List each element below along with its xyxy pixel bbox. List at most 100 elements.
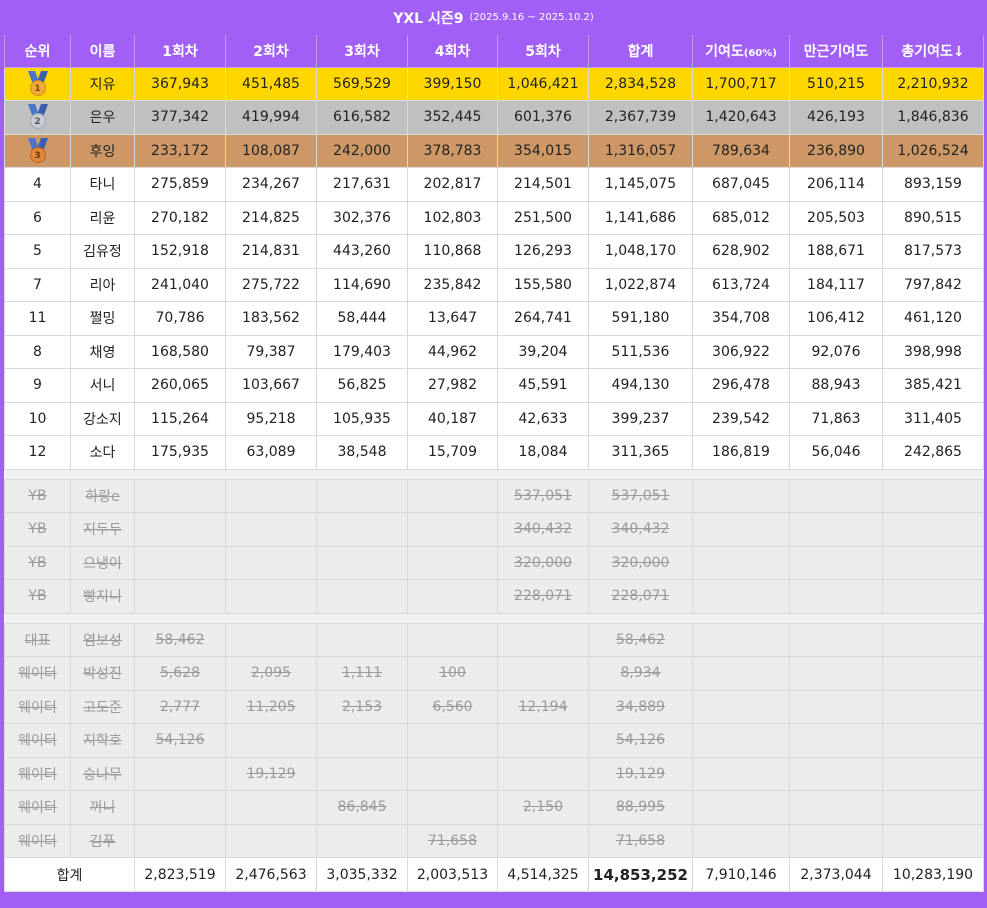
empty-cell bbox=[789, 478, 883, 513]
value-cell-r2 bbox=[225, 723, 317, 758]
empty-cell bbox=[882, 756, 984, 791]
table-row: 7 리아 241,040 275,722 114,690 235,842 155,580 1,… bbox=[4, 267, 984, 302]
table-row: 웨이터 지학호 54,126 54,126 bbox=[4, 723, 984, 758]
table-row: 8 채영 168,580 79,387 179,403 44,962 39,204 511,5… bbox=[4, 334, 984, 369]
value-cell-r5: 228,071 bbox=[497, 579, 589, 614]
name-cell: 김유정 bbox=[70, 234, 135, 269]
value-cell-total: 817,573 bbox=[882, 234, 984, 269]
value-cell-r1: 270,182 bbox=[134, 200, 226, 235]
value-cell-r4: 202,817 bbox=[407, 167, 498, 202]
name-cell: 지학호 bbox=[70, 723, 135, 758]
value-cell-r5: 601,376 bbox=[497, 100, 589, 135]
value-cell-r3 bbox=[316, 512, 408, 547]
value-cell-contrib: 306,922 bbox=[692, 334, 790, 369]
name-cell: 빵지니 bbox=[70, 579, 135, 614]
value-cell-r3: 302,376 bbox=[316, 200, 408, 235]
rank-cell: YB bbox=[4, 478, 71, 513]
totals-row: 합계 2,823,519 2,476,563 3,035,332 2,003,513 4,… bbox=[4, 857, 984, 892]
value-cell-attend: 56,046 bbox=[789, 435, 883, 470]
value-cell-r3: 2,153 bbox=[316, 689, 408, 724]
value-cell-r2: 2,095 bbox=[225, 656, 317, 691]
value-cell-r3 bbox=[316, 756, 408, 791]
ranking-table: 순위 이름 1회차 2회차 3회차 4회차 5회차 합계 기여도(60%) 만근… bbox=[4, 35, 984, 892]
header-round-2[interactable]: 2회차 bbox=[225, 35, 317, 68]
header-round-5[interactable]: 5회차 bbox=[497, 35, 589, 68]
value-cell-sum: 311,365 bbox=[588, 435, 693, 470]
table-row: 웨이터 승나무 19,129 19,129 bbox=[4, 756, 984, 791]
value-cell-total: 311,405 bbox=[882, 401, 984, 436]
value-cell-attend: 236,890 bbox=[789, 133, 883, 168]
value-cell-sum: 537,051 bbox=[588, 478, 693, 513]
value-cell-r4: 100 bbox=[407, 656, 498, 691]
value-cell-r5 bbox=[497, 756, 589, 791]
value-cell-attend: 510,215 bbox=[789, 66, 883, 101]
value-cell-r1 bbox=[134, 790, 226, 825]
value-cell-r3: 1,111 bbox=[316, 656, 408, 691]
header-total-contribution[interactable]: 총기여도↓ bbox=[882, 35, 984, 68]
empty-cell bbox=[692, 656, 790, 691]
header-sum[interactable]: 합계 bbox=[588, 35, 693, 68]
value-cell-r3: 86,845 bbox=[316, 790, 408, 825]
empty-cell bbox=[692, 545, 790, 580]
value-cell-r3: 443,260 bbox=[316, 234, 408, 269]
value-cell-r1: 260,065 bbox=[134, 368, 226, 403]
value-cell-r1 bbox=[134, 823, 226, 858]
table-row: 4 타니 275,859 234,267 217,631 202,817 214,501 1,… bbox=[4, 167, 984, 202]
value-cell-r5: 45,591 bbox=[497, 368, 589, 403]
empty-cell bbox=[789, 622, 883, 657]
bronze-medal-icon: 3 bbox=[27, 138, 49, 164]
value-cell-total: 242,865 bbox=[882, 435, 984, 470]
value-cell-r2 bbox=[225, 823, 317, 858]
value-cell-r5: 537,051 bbox=[497, 478, 589, 513]
value-cell-contrib: 1,700,717 bbox=[692, 66, 790, 101]
header-attendance-contribution[interactable]: 만근기여도 bbox=[789, 35, 883, 68]
value-cell-r1: 241,040 bbox=[134, 267, 226, 302]
rank-cell: YB bbox=[4, 579, 71, 614]
table-row: 9 서니 260,065 103,667 56,825 27,982 45,591 494,1… bbox=[4, 368, 984, 403]
value-cell-attend: 92,076 bbox=[789, 334, 883, 369]
value-cell-r2: 95,218 bbox=[225, 401, 317, 436]
value-cell-r1: 70,786 bbox=[134, 301, 226, 336]
header-round-1[interactable]: 1회차 bbox=[134, 35, 226, 68]
value-cell-r2: 103,667 bbox=[225, 368, 317, 403]
value-cell-attend: 184,117 bbox=[789, 267, 883, 302]
value-cell-r3: 179,403 bbox=[316, 334, 408, 369]
name-cell: 리윤 bbox=[70, 200, 135, 235]
rank-cell: 웨이터 bbox=[4, 756, 71, 791]
name-cell: 하랑e bbox=[70, 478, 135, 513]
name-cell: 꺼니 bbox=[70, 790, 135, 825]
total-cell-total: 10,283,190 bbox=[882, 857, 984, 892]
name-cell: 서니 bbox=[70, 368, 135, 403]
empty-cell bbox=[692, 790, 790, 825]
header-round-3[interactable]: 3회차 bbox=[316, 35, 408, 68]
header-contribution[interactable]: 기여도(60%) bbox=[692, 35, 790, 68]
value-cell-sum: 1,048,170 bbox=[588, 234, 693, 269]
value-cell-r3 bbox=[316, 478, 408, 513]
total-cell-r3: 3,035,332 bbox=[316, 857, 408, 892]
value-cell-r4: 44,962 bbox=[407, 334, 498, 369]
header-round-4[interactable]: 4회차 bbox=[407, 35, 498, 68]
table-row: 2 은우 377,342 419,994 616,582 352,445 601,376 2,… bbox=[4, 100, 984, 135]
empty-cell bbox=[882, 790, 984, 825]
value-cell-r5: 320,000 bbox=[497, 545, 589, 580]
header-contribution-pct: (60%) bbox=[743, 47, 777, 59]
table-row: 3 후잉 233,172 108,087 242,000 378,783 354,015 1,… bbox=[4, 133, 984, 168]
empty-cell bbox=[882, 656, 984, 691]
header-rank[interactable]: 순위 bbox=[4, 35, 71, 68]
rank-cell: 대표 bbox=[4, 622, 71, 657]
value-cell-r1: 233,172 bbox=[134, 133, 226, 168]
name-cell: 은우 bbox=[70, 100, 135, 135]
value-cell-attend: 88,943 bbox=[789, 368, 883, 403]
name-cell: 지두두 bbox=[70, 512, 135, 547]
table-row: 11 쩔밍 70,786 183,562 58,444 13,647 264,741 591,… bbox=[4, 301, 984, 336]
header-name[interactable]: 이름 bbox=[70, 35, 135, 68]
value-cell-r5: 1,046,421 bbox=[497, 66, 589, 101]
empty-cell bbox=[692, 579, 790, 614]
value-cell-r2: 275,722 bbox=[225, 267, 317, 302]
value-cell-r3: 114,690 bbox=[316, 267, 408, 302]
empty-cell bbox=[789, 512, 883, 547]
value-cell-total: 2,210,932 bbox=[882, 66, 984, 101]
total-cell-attend: 2,373,044 bbox=[789, 857, 883, 892]
empty-cell bbox=[692, 689, 790, 724]
value-cell-r5: 251,500 bbox=[497, 200, 589, 235]
